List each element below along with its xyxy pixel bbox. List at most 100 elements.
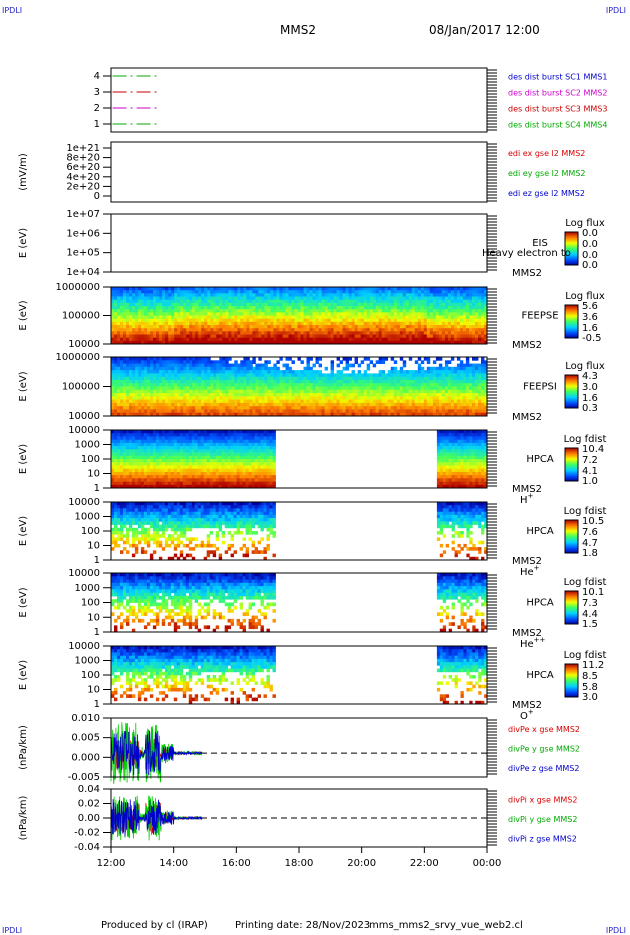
heatmap-cell: [352, 322, 355, 326]
heatmap-cell: [442, 403, 445, 407]
heatmap-cell: [237, 396, 240, 400]
heatmap-cell: [174, 390, 177, 394]
heatmap-cell: [451, 409, 454, 413]
heatmap-cell: [286, 400, 289, 404]
heatmap-cell: [418, 338, 421, 342]
heatmap-cell: [361, 293, 364, 297]
heatmap-cell: [219, 370, 222, 374]
heatmap-cell: [159, 316, 162, 320]
heatmap-cell: [153, 293, 156, 297]
heatmap-cell: [427, 287, 430, 291]
heatmap-cell: [264, 325, 267, 329]
heatmap-cell: [385, 409, 388, 413]
heatmap-cell: [295, 297, 298, 301]
heatmap-cell: [132, 403, 135, 407]
heatmap-cell: [162, 387, 165, 391]
heatmap-cell: [120, 393, 123, 397]
heatmap-cell: [114, 409, 117, 413]
heatmap-cell: [213, 312, 216, 316]
heatmap-cell: [436, 325, 439, 329]
heatmap-cell: [168, 433, 171, 437]
heatmap-cell: [162, 475, 165, 479]
heatmap-cell: [165, 459, 168, 463]
heatmap-cell: [195, 406, 198, 410]
heatmap-cell: [469, 290, 472, 294]
heatmap-cell: [171, 436, 174, 440]
heatmap-cell: [279, 309, 282, 313]
heatmap-cell: [367, 309, 370, 313]
heatmap-cell: [216, 335, 219, 339]
heatmap-cell: [286, 300, 289, 304]
heatmap-cell: [325, 322, 328, 326]
heatmap-cell: [379, 380, 382, 384]
heatmap-cell: [361, 316, 364, 320]
heatmap-cell: [144, 478, 147, 482]
heatmap-cell: [138, 440, 141, 444]
heatmap-cell: [279, 287, 282, 291]
heatmap-cell: [237, 319, 240, 323]
heatmap-cell: [252, 367, 255, 371]
heatmap-cell: [289, 322, 292, 326]
heatmap-cell: [234, 309, 237, 313]
heatmap-cell: [445, 331, 448, 335]
heatmap-cell: [237, 297, 240, 301]
heatmap-cell: [475, 335, 478, 339]
heatmap-cell: [472, 380, 475, 384]
heatmap-cell: [400, 393, 403, 397]
heatmap-cell: [243, 331, 246, 335]
heatmap-cell: [159, 383, 162, 387]
heatmap-cell: [286, 380, 289, 384]
heatmap-cell: [328, 303, 331, 307]
heatmap-cell: [162, 383, 165, 387]
heatmap-cell: [168, 380, 171, 384]
heatmap-cell: [135, 472, 138, 476]
heatmap-cell: [406, 293, 409, 297]
heatmap-cell: [141, 390, 144, 394]
heatmap-cell: [289, 383, 292, 387]
heatmap-cell: [117, 462, 120, 466]
heatmap-cell: [325, 367, 328, 371]
heatmap-cell: [231, 312, 234, 316]
heatmap-cell: [418, 328, 421, 332]
heatmap-cell: [171, 387, 174, 391]
heatmap-cell: [310, 309, 313, 313]
heatmap-cell: [147, 482, 150, 486]
heatmap-cell: [120, 316, 123, 320]
heatmap-cell: [129, 338, 132, 342]
heatmap-cell: [310, 312, 313, 316]
heatmap-cell: [246, 370, 249, 374]
heatmap-cell: [201, 331, 204, 335]
heatmap-cell: [147, 472, 150, 476]
heatmap-cell: [328, 393, 331, 397]
heatmap-cell: [343, 303, 346, 307]
heatmap-cell: [141, 403, 144, 407]
heatmap-cell: [334, 328, 337, 332]
heatmap-cell: [162, 370, 165, 374]
heatmap-cell: [264, 373, 267, 377]
heatmap-cell: [394, 325, 397, 329]
heatmap-cell: [328, 387, 331, 391]
heatmap-cell: [334, 338, 337, 342]
heatmap-cell: [111, 409, 114, 413]
heatmap-cell: [111, 400, 114, 404]
heatmap-cell: [138, 303, 141, 307]
heatmap-cell: [346, 306, 349, 310]
heatmap-cell: [225, 331, 228, 335]
heatmap-cell: [225, 306, 228, 310]
heatmap-cell: [325, 290, 328, 294]
heatmap-cell: [313, 316, 316, 320]
heatmap-cell: [409, 309, 412, 313]
heatmap-cell: [192, 440, 195, 444]
heatmap-cell: [421, 309, 424, 313]
heatmap-cell: [213, 373, 216, 377]
heatmap-cell: [415, 306, 418, 310]
heatmap-cell: [231, 335, 234, 339]
heatmap-cell: [189, 380, 192, 384]
heatmap-cell: [174, 297, 177, 301]
heatmap-cell: [388, 297, 391, 301]
heatmap-cell: [478, 325, 481, 329]
heatmap-cell: [135, 430, 138, 434]
heatmap-cell: [367, 377, 370, 381]
heatmap-cell: [430, 322, 433, 326]
heatmap-cell: [442, 331, 445, 335]
